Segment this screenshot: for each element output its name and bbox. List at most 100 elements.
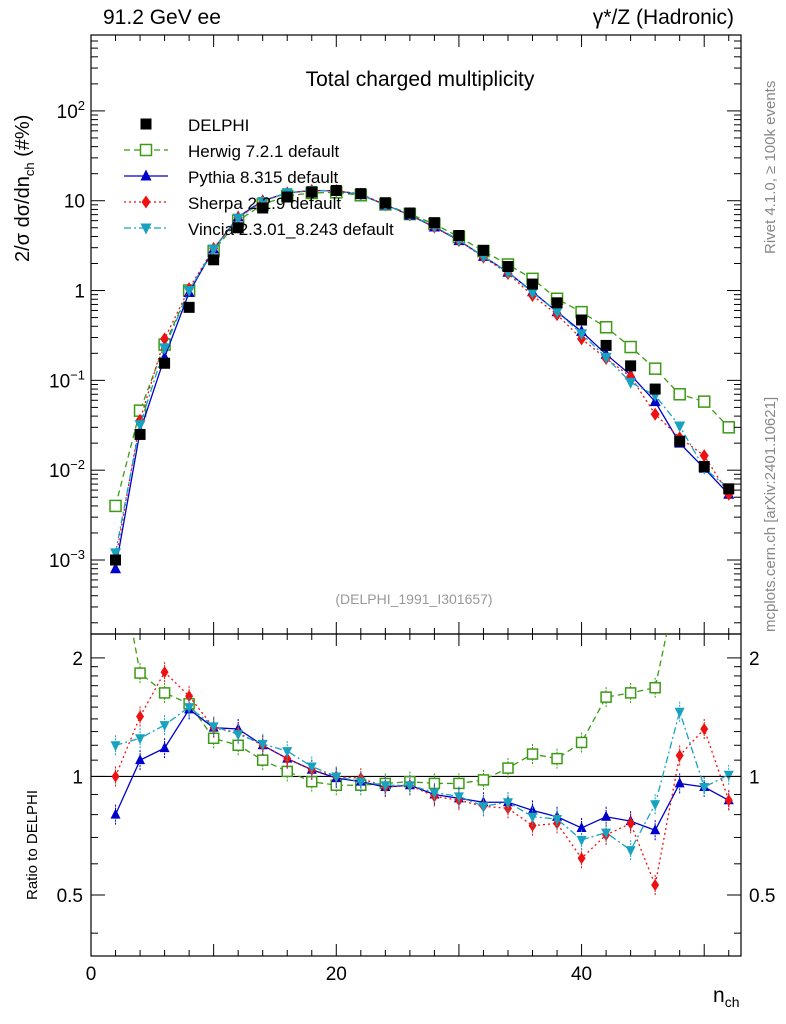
y-axis-label: 2/σ dσ/dnch (#%) — [12, 115, 37, 262]
legend-delphi-label: DELPHI — [188, 116, 249, 135]
pythia-ratio-point — [601, 810, 612, 821]
vincia-ratio-point — [527, 812, 538, 823]
vincia-ratio-point — [502, 798, 513, 809]
legend-vincia-label: Vincia 2.3.01_8.243 default — [188, 220, 394, 239]
herwig-point — [599, 321, 613, 334]
pythia-point — [110, 562, 122, 574]
y-tick-label: 1 — [74, 282, 85, 303]
herwig-ratio-point — [281, 765, 293, 778]
herwig-ratio-point — [256, 754, 269, 766]
delphi-data-point — [257, 202, 269, 214]
delphi-data-point — [428, 217, 440, 229]
pythia-ratio-line — [114, 708, 730, 832]
vincia-ratio-point — [135, 734, 146, 745]
delphi-data-point — [600, 339, 612, 351]
sherpa-ratio-point — [185, 690, 194, 703]
delphi-data-point — [551, 297, 563, 309]
vincia-ratio-point — [306, 762, 317, 773]
vincia-ratio-point — [625, 846, 636, 857]
vincia-point — [208, 244, 220, 256]
delphi-data-point — [576, 314, 588, 326]
vincia-ratio-point — [429, 788, 440, 799]
y-tick-label: 10−1 — [49, 367, 85, 392]
vincia-point — [551, 307, 563, 319]
x-axis-label: nch — [713, 984, 739, 1010]
ratio-tick-label-right: 0.5 — [749, 886, 775, 907]
legend-pythia-marker — [140, 169, 152, 181]
herwig-point — [624, 340, 637, 354]
x-axis-label-main: n — [713, 984, 725, 1007]
legend-pythia-label: Pythia 8.315 default — [188, 168, 339, 187]
pythia-ratio-point — [159, 742, 170, 753]
header-right-label: γ*/Z (Hadronic) — [592, 6, 734, 29]
y-axis-label-prefix: 2/σ dσ/dn — [12, 176, 34, 262]
chart-title: Total charged multiplicity — [306, 68, 535, 91]
vincia-point — [159, 343, 171, 355]
delphi-data-point — [723, 483, 735, 495]
vincia-point — [600, 352, 612, 364]
pythia-ratio-point — [110, 808, 121, 819]
sherpa-ratio-point — [577, 852, 586, 865]
y-tick-label-base: 10 — [57, 102, 78, 123]
x-tick-label: 40 — [571, 964, 592, 985]
sherpa-ratio-point — [626, 817, 635, 830]
sherpa-point — [650, 407, 660, 421]
delphi-data-point — [159, 357, 171, 369]
herwig-ratio-point — [551, 752, 563, 765]
legend-delphi-marker — [140, 118, 152, 130]
delphi-data-point — [110, 554, 122, 566]
y-tick-label-exponent: −1 — [70, 367, 85, 382]
delphi-data-point — [698, 460, 710, 472]
y-tick-label-base: 10 — [49, 371, 70, 392]
delphi-data-point — [625, 360, 637, 372]
rivet-version-note: Rivet 4.1.0, ≥ 100k events — [762, 80, 779, 254]
herwig-ratio-point — [134, 667, 146, 679]
vincia-ratio-point — [650, 800, 661, 811]
vincia-point — [576, 329, 588, 341]
vincia-point — [674, 421, 686, 433]
delphi-data-point — [355, 188, 367, 200]
ratio-tick-label-right: 2 — [749, 649, 760, 670]
herwig-point — [673, 388, 686, 401]
ratio-y-axis-label: Ratio to DELPHI — [24, 789, 41, 900]
herwig-ratio-point — [649, 681, 661, 694]
ratio-tick-label-left: 1 — [72, 767, 83, 788]
y-tick-label: 102 — [57, 98, 85, 123]
vincia-ratio-point — [478, 802, 489, 813]
herwig-ratio-point — [477, 774, 490, 786]
vincia-ratio-point — [380, 781, 391, 792]
delphi-data-point — [649, 383, 661, 395]
vincia-ratio-point — [453, 792, 464, 803]
herwig-ratio-line — [132, 634, 668, 786]
header-left-label: 91.2 GeV ee — [103, 6, 221, 29]
vincia-ratio-point — [208, 722, 219, 733]
y-tick-label-exponent: −3 — [70, 547, 85, 562]
sherpa-ratio-line — [114, 671, 730, 888]
y-tick-label: 10−2 — [49, 457, 85, 482]
vincia-ratio-point — [355, 777, 366, 788]
legend-vincia-marker — [140, 223, 152, 235]
vincia-point — [625, 377, 637, 389]
sherpa-ratio-point — [675, 749, 684, 762]
vincia-ratio-point — [723, 770, 734, 781]
pythia-ratio-point — [650, 824, 661, 835]
y-axis-label-suffix: (#%) — [12, 114, 34, 163]
x-axis-label-sub: ch — [724, 994, 740, 1011]
pythia-ratio-point — [527, 804, 538, 815]
delphi-data-point — [183, 301, 195, 313]
x-tick-label: 20 — [326, 964, 347, 985]
analysis-label: (DELPHI_1991_I301657) — [335, 591, 492, 607]
vincia-ratio-point — [233, 730, 244, 741]
vincia-ratio-point — [110, 741, 121, 752]
sherpa-ratio-point — [136, 710, 145, 723]
pythia-ratio-point — [674, 777, 685, 788]
sherpa-ratio-point — [700, 722, 709, 735]
vincia-ratio-point — [699, 783, 710, 794]
legend-sherpa-label: Sherpa 2.2.9 default — [188, 194, 341, 213]
delphi-data-point — [306, 186, 318, 198]
vincia-point — [527, 288, 539, 300]
vincia-ratio-point — [159, 721, 170, 732]
legend-sherpa-marker — [141, 195, 151, 209]
vincia-ratio-point — [257, 739, 268, 750]
sherpa-point — [699, 449, 709, 463]
